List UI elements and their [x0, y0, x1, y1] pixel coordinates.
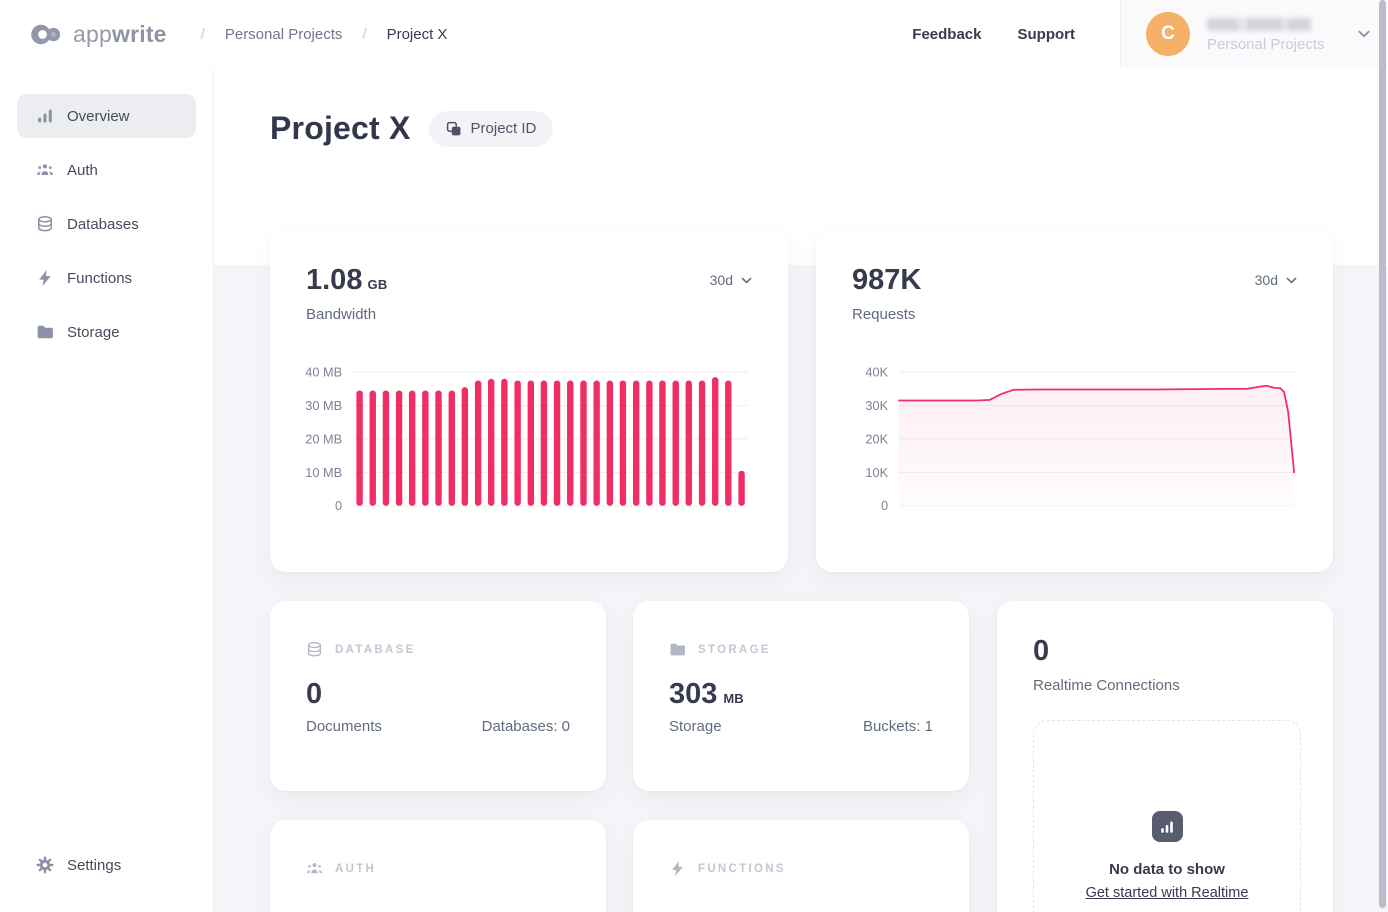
sidebar-item-settings[interactable]: Settings — [17, 843, 196, 887]
storage-value: 303 — [669, 678, 718, 710]
feedback-link[interactable]: Feedback — [912, 25, 982, 43]
sidebar-item-overview[interactable]: Overview — [17, 94, 196, 138]
chevron-down-icon — [1358, 30, 1370, 38]
realtime-card: 0 Realtime Connections No data to show G… — [997, 601, 1333, 912]
get-started-realtime-link[interactable]: Get started with Realtime — [1085, 885, 1249, 901]
bandwidth-card: 1.08 GB Bandwidth 30d 0 10 MB 20 MB 30 MB 40 … — [270, 230, 788, 572]
databases-count: Databases: 0 — [481, 718, 570, 735]
main-content: Project X Project ID 1.08 GB Bandwidth 30… — [214, 68, 1388, 912]
realtime-connections-label: Realtime Connections — [1033, 677, 1180, 694]
chevron-down-icon — [1286, 277, 1297, 284]
sidebar-item-functions[interactable]: Functions — [17, 256, 196, 300]
functions-card-header: FUNCTIONS — [698, 862, 786, 875]
page-scrollbar — [1378, 0, 1388, 912]
svg-text:30K: 30K — [865, 398, 888, 413]
documents-count: 0 — [306, 678, 323, 710]
organization-label: Personal Projects — [1207, 35, 1325, 53]
account-menu[interactable]: C Personal Projects — [1120, 0, 1388, 68]
requests-value: 987K — [852, 264, 922, 296]
svg-text:20K: 20K — [865, 431, 888, 446]
gear-icon — [36, 856, 54, 874]
svg-text:40 MB: 40 MB — [305, 365, 342, 380]
support-link[interactable]: Support — [1017, 25, 1076, 43]
sidebar-item-label: Auth — [67, 161, 98, 179]
bar-chart-icon — [36, 107, 54, 125]
sidebar-item-label: Functions — [67, 269, 133, 287]
folder-icon — [36, 323, 54, 341]
functions-card[interactable]: FUNCTIONS — [633, 820, 969, 912]
sidebar-item-label: Storage — [67, 323, 120, 341]
storage-label: Storage — [669, 718, 722, 735]
svg-text:10K: 10K — [865, 465, 888, 480]
svg-text:30 MB: 30 MB — [305, 398, 342, 413]
breadcrumb-separator: / — [362, 25, 367, 43]
svg-text:0: 0 — [335, 498, 342, 513]
no-data-title: No data to show — [1109, 861, 1225, 878]
project-id-badge-label: Project ID — [470, 120, 537, 137]
lightning-icon — [36, 269, 54, 287]
lightning-icon — [669, 860, 686, 877]
realtime-connections-value: 0 — [1033, 635, 1050, 667]
project-id-badge[interactable]: Project ID — [428, 110, 554, 147]
documents-label: Documents — [306, 718, 382, 735]
sidebar: Overview Auth Databases Functions Storag… — [0, 68, 214, 912]
appwrite-wordmark: appwrite — [73, 20, 167, 47]
auth-card-header: AUTH — [335, 862, 377, 875]
account-info: Personal Projects — [1207, 16, 1350, 53]
svg-text:10 MB: 10 MB — [305, 465, 342, 480]
buckets-count: Buckets: 1 — [862, 718, 933, 735]
storage-card-header: STORAGE — [698, 643, 771, 656]
requests-line-chart: 0 10K 20K 30K 40K — [865, 365, 1295, 513]
sidebar-item-storage[interactable]: Storage — [17, 310, 196, 354]
folder-icon — [669, 641, 686, 658]
requests-stat: 987K Requests — [852, 264, 921, 323]
svg-text:0: 0 — [881, 498, 888, 513]
svg-text:40K: 40K — [865, 365, 888, 380]
copy-icon — [446, 121, 462, 137]
svg-text:20 MB: 20 MB — [305, 431, 342, 446]
storage-unit: MB — [723, 691, 744, 706]
avatar: C — [1146, 12, 1190, 56]
sidebar-item-databases[interactable]: Databases — [17, 202, 196, 246]
top-header: appwrite / Personal Projects / Project X… — [0, 0, 1388, 68]
database-icon — [36, 215, 54, 233]
appwrite-logo-icon — [30, 23, 64, 46]
no-data-chart-icon — [1151, 811, 1183, 842]
page-title: Project X — [270, 110, 411, 146]
requests-label: Requests — [852, 306, 916, 323]
bandwidth-range-select[interactable]: 30d — [710, 272, 752, 288]
realtime-empty-state: No data to show Get started with Realtim… — [1033, 720, 1301, 912]
breadcrumb-project-x[interactable]: Project X — [386, 25, 448, 43]
sidebar-item-label: Databases — [67, 215, 139, 233]
bandwidth-stat: 1.08 GB Bandwidth — [306, 264, 388, 323]
users-icon — [306, 860, 323, 877]
page-title-row: Project X Project ID — [270, 110, 554, 147]
breadcrumb-separator: / — [200, 25, 205, 43]
appwrite-logo[interactable]: appwrite — [30, 21, 167, 48]
sidebar-item-auth[interactable]: Auth — [17, 148, 196, 192]
scrollbar-thumb[interactable] — [1379, 0, 1386, 908]
bandwidth-unit: GB — [367, 277, 388, 292]
database-icon — [306, 641, 323, 658]
users-icon — [36, 161, 54, 179]
sidebar-item-label: Overview — [67, 107, 130, 125]
bandwidth-bar-chart: 0 10 MB 20 MB 30 MB 40 MB — [305, 365, 749, 513]
database-card[interactable]: DATABASE 0 Documents Databases: 0 — [270, 601, 606, 791]
user-name-redacted — [1207, 17, 1311, 31]
database-card-header: DATABASE — [335, 643, 416, 656]
bandwidth-label: Bandwidth — [306, 306, 377, 323]
sidebar-item-label: Settings — [67, 856, 122, 874]
requests-range-select[interactable]: 30d — [1255, 272, 1297, 288]
auth-card[interactable]: AUTH — [270, 820, 606, 912]
breadcrumb-personal-projects[interactable]: Personal Projects — [224, 25, 343, 43]
breadcrumb: / Personal Projects / Project X — [201, 26, 448, 43]
storage-card[interactable]: STORAGE 303 MB Storage Buckets: 1 — [633, 601, 969, 791]
chevron-down-icon — [741, 277, 752, 284]
requests-card: 987K Requests 30d 0 10K 20K 30K 40K — [816, 230, 1333, 572]
bandwidth-value: 1.08 — [306, 264, 363, 296]
